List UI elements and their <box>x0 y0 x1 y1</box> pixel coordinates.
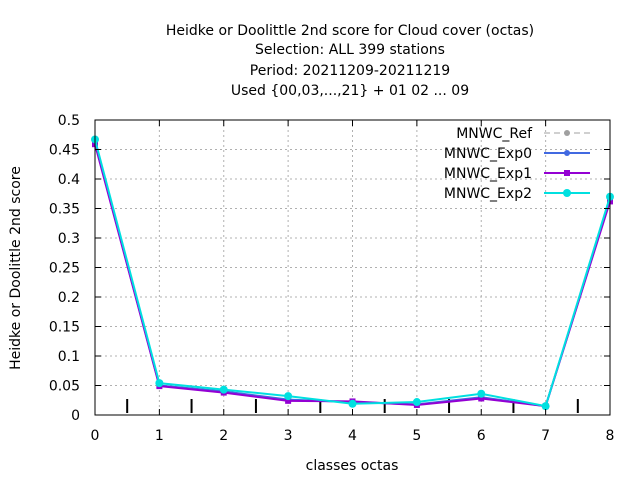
y-tick-label: 0.15 <box>49 320 80 336</box>
y-tick-label: 0.2 <box>58 290 80 306</box>
x-tick-label: 2 <box>219 428 228 444</box>
y-tick-label: 0.3 <box>58 231 80 247</box>
legend-marker <box>564 170 570 176</box>
legend: MNWC_Ref MNWC_Exp0 MNWC_Exp1 MNWC_Exp2 <box>444 126 590 202</box>
x-tick-label: 6 <box>477 428 486 444</box>
data-point <box>412 398 421 407</box>
series-MNWC_Exp2 <box>91 135 614 411</box>
series-layer <box>91 135 614 411</box>
data-point <box>348 399 357 408</box>
data-point <box>478 395 485 402</box>
legend-marker <box>564 150 570 156</box>
legend-marker <box>564 130 570 136</box>
grid <box>95 120 610 415</box>
legend-label: MNWC_Exp0 <box>444 146 532 162</box>
x-tick-label: 8 <box>606 428 615 444</box>
x-tick-label: 5 <box>412 428 421 444</box>
chart-title-line-4: Used {00,03,...,21} + 01 02 ... 09 <box>231 83 469 99</box>
chart-title-line-2: Selection: ALL 399 stations <box>255 42 445 58</box>
data-point <box>219 385 228 394</box>
data-point <box>477 389 486 398</box>
data-point <box>541 402 550 411</box>
legend-label: MNWC_Ref <box>456 126 533 142</box>
y-tick-label: 0.1 <box>58 349 80 365</box>
legend-label: MNWC_Exp2 <box>444 186 532 202</box>
y-tick-label: 0.05 <box>49 379 80 395</box>
data-point <box>285 397 292 404</box>
y-tick-label: 0.25 <box>49 261 80 277</box>
data-point <box>155 379 164 388</box>
x-tick-label: 7 <box>541 428 550 444</box>
x-axis-label: classes octas <box>306 458 399 474</box>
legend-marker <box>563 189 571 197</box>
legend-label: MNWC_Exp1 <box>444 166 532 182</box>
y-tick-label: 0 <box>71 408 80 424</box>
chart-title-line-3: Period: 20211209-20211219 <box>250 63 450 79</box>
data-point <box>284 392 293 401</box>
x-tick-label: 0 <box>91 428 100 444</box>
chart-title-line-1: Heidke or Doolittle 2nd score for Cloud … <box>166 23 534 39</box>
y-tick-label: 0.4 <box>58 172 80 188</box>
y-tick-label: 0.35 <box>49 202 80 218</box>
x-tick-label: 1 <box>155 428 164 444</box>
y-axis-label: Heidke or Doolittle 2nd score <box>8 166 24 370</box>
y-tick-label: 0.5 <box>58 113 80 129</box>
y-ticks: 0 0.05 0.1 0.15 0.2 0.25 0.3 0.35 0.4 0.45 0.5 <box>49 113 610 424</box>
x-tick-label: 3 <box>284 428 293 444</box>
x-ticks: 0 1 2 3 4 5 6 7 8 <box>91 120 615 444</box>
x-tick-label: 4 <box>348 428 357 444</box>
y-tick-label: 0.45 <box>49 143 80 159</box>
